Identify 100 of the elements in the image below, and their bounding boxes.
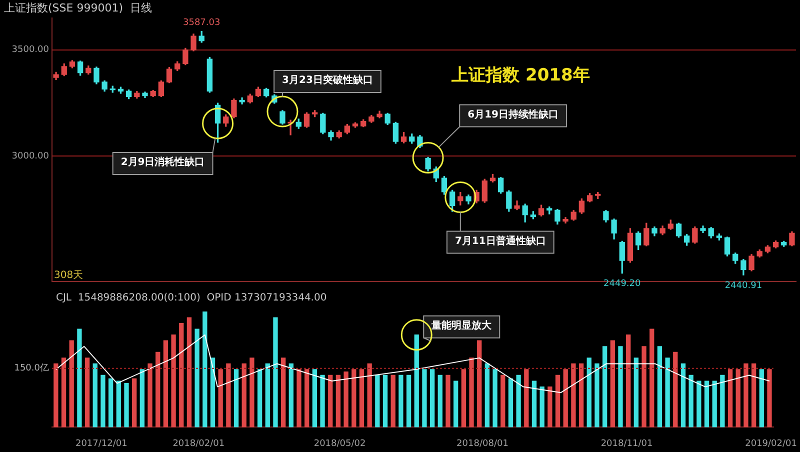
ref-line-label: 150.0亿 bbox=[14, 362, 49, 374]
bar bbox=[610, 340, 615, 428]
annotation: 2月9日消耗性缺口 bbox=[120, 156, 205, 168]
text: CJL 15489886208.00(0:100) OPID 137307193344.00 bbox=[56, 292, 327, 304]
bar bbox=[148, 363, 152, 428]
bar bbox=[461, 369, 466, 428]
bar bbox=[352, 369, 356, 428]
bar bbox=[594, 363, 600, 428]
bar bbox=[194, 328, 200, 428]
bar bbox=[555, 374, 560, 428]
bar bbox=[124, 383, 129, 428]
bar bbox=[767, 369, 772, 428]
bar bbox=[304, 369, 310, 428]
bar bbox=[540, 386, 544, 428]
bar bbox=[328, 374, 333, 428]
annotation: 7月11日普通性缺口 bbox=[454, 234, 546, 247]
bar bbox=[704, 380, 710, 428]
x-tick-label: 2018/08/01 bbox=[456, 438, 508, 449]
bar bbox=[438, 374, 442, 428]
bar bbox=[398, 374, 404, 428]
bar bbox=[336, 374, 341, 428]
bar bbox=[500, 374, 506, 428]
bar bbox=[688, 374, 694, 428]
bar bbox=[469, 358, 474, 428]
bar bbox=[508, 378, 514, 428]
bar bbox=[548, 386, 552, 428]
bar bbox=[61, 358, 66, 428]
bar bbox=[250, 358, 254, 428]
bar bbox=[524, 369, 529, 428]
bar bbox=[712, 380, 717, 428]
x-tick-label: 2017/12/01 bbox=[75, 438, 128, 449]
annotation: 量能明显放大 bbox=[430, 319, 493, 332]
bar bbox=[132, 378, 137, 428]
text: 上证指数 2018年 bbox=[450, 65, 590, 86]
bar bbox=[571, 363, 576, 428]
bar bbox=[736, 369, 740, 428]
bar bbox=[359, 369, 364, 428]
bar bbox=[312, 369, 318, 428]
bar bbox=[344, 371, 348, 428]
bar bbox=[454, 380, 458, 428]
bar bbox=[728, 369, 733, 428]
bar bbox=[242, 363, 246, 428]
x-tick-label: 2018/05/02 bbox=[314, 438, 366, 449]
bar bbox=[422, 369, 427, 428]
bar bbox=[406, 374, 412, 428]
bar bbox=[69, 340, 74, 428]
bar bbox=[446, 374, 450, 428]
bar bbox=[375, 374, 380, 428]
bar bbox=[84, 358, 90, 428]
bar bbox=[477, 340, 482, 428]
bar bbox=[634, 358, 639, 428]
bar bbox=[618, 346, 623, 428]
bar bbox=[665, 358, 670, 428]
bar bbox=[116, 380, 121, 428]
chart-subtitle: 上证指数(SSE 999001) 日线 bbox=[4, 1, 152, 14]
bar bbox=[680, 363, 686, 428]
bar bbox=[186, 317, 192, 428]
bar bbox=[532, 380, 537, 428]
annotation: 308天 bbox=[54, 270, 84, 282]
bar bbox=[492, 369, 498, 428]
bar bbox=[720, 374, 725, 428]
x-tick-label: 2018/02/01 bbox=[172, 438, 225, 449]
bar bbox=[626, 334, 631, 428]
bar bbox=[751, 363, 756, 428]
bar bbox=[650, 328, 654, 428]
bar bbox=[642, 346, 646, 428]
bar bbox=[744, 363, 748, 428]
bar bbox=[430, 369, 435, 428]
bar bbox=[296, 369, 302, 428]
annotation: 2440.91 bbox=[724, 280, 762, 291]
bar bbox=[226, 363, 231, 428]
bar bbox=[100, 374, 106, 428]
annotation: 2449.20 bbox=[604, 279, 642, 290]
bar bbox=[179, 322, 184, 428]
annotation: 3月23日突破性缺口 bbox=[282, 74, 373, 86]
bar bbox=[171, 334, 176, 428]
y-tick-label: 3500.00 bbox=[12, 45, 50, 56]
annotation: 6月19日持续性缺口 bbox=[468, 108, 558, 120]
bar bbox=[414, 334, 419, 428]
bar bbox=[273, 317, 278, 428]
bar bbox=[602, 346, 608, 428]
bar bbox=[382, 374, 388, 428]
bar bbox=[77, 328, 82, 428]
bar bbox=[516, 374, 521, 428]
bar bbox=[140, 369, 145, 428]
bar bbox=[759, 369, 764, 428]
bar bbox=[320, 374, 325, 428]
bar bbox=[92, 363, 98, 428]
x-tick-label: 2019/02/01 bbox=[745, 438, 797, 449]
bar bbox=[390, 374, 396, 428]
x-tick-label: 2018/11/01 bbox=[600, 438, 653, 449]
bar bbox=[563, 369, 568, 428]
bar bbox=[657, 346, 662, 428]
bar bbox=[202, 311, 208, 428]
bar bbox=[156, 352, 160, 428]
bar bbox=[673, 352, 678, 428]
bar bbox=[265, 363, 270, 428]
bar bbox=[578, 363, 584, 428]
bar bbox=[288, 363, 294, 428]
bar bbox=[484, 363, 490, 428]
